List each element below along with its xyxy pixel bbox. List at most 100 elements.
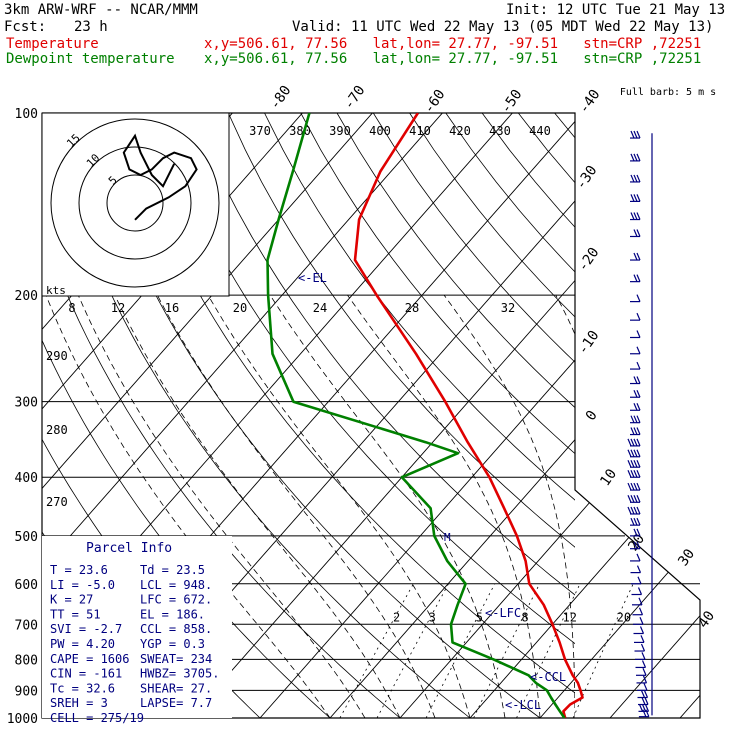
isotherm-label: 30 — [675, 546, 698, 569]
theta-label: 380 — [289, 124, 311, 138]
wind-barb-flag — [633, 274, 638, 282]
wind-barb-flag — [633, 153, 638, 162]
theta-side-label: 290 — [46, 349, 68, 363]
wind-barb-flag — [640, 635, 645, 643]
dry-adiabat — [591, 113, 740, 718]
isotherm — [42, 113, 455, 718]
dry-adiabat — [627, 113, 740, 718]
wind-barb-flag — [630, 459, 635, 468]
mixing-ratio-line — [425, 583, 496, 718]
wind-barb-flag — [636, 312, 641, 321]
wind-barb-flag — [636, 212, 641, 220]
wind-barb-flag — [636, 403, 641, 411]
wind-barb-flag — [639, 617, 644, 625]
wind-barb-flag — [636, 194, 641, 202]
forecast-label: Fcst: — [4, 19, 47, 35]
hodograph-units: kts — [46, 284, 66, 297]
isotherm — [259, 113, 700, 718]
wind-barb-flag — [641, 652, 646, 660]
wind-barb-flag — [639, 626, 645, 634]
legend-dewpoint-location: x,y=506.61, 77.56 lat,lon= 27.77, -97.51… — [204, 51, 702, 67]
isotherm-label: -50 — [498, 87, 526, 117]
wind-barb-flag — [630, 470, 635, 478]
wind-barb-flag — [633, 212, 638, 220]
wind-barb-flag — [633, 495, 638, 503]
temp-axis-label: 12 — [111, 301, 125, 315]
wind-barb-flag — [636, 174, 641, 183]
parcel-info-right: LCL = 948. — [140, 578, 212, 592]
parcel-info-left: LI = -5.0 — [50, 578, 115, 592]
theta-label: 410 — [409, 124, 431, 138]
wind-barb-flag — [633, 194, 638, 202]
hodograph-trace — [122, 133, 198, 221]
parcel-info-right: HWBZ= 3705. — [140, 667, 219, 681]
parcel-info-left: T = 23.6 — [50, 563, 108, 577]
isotherm — [539, 113, 700, 718]
parcel-info-right: LFC = 672. — [140, 593, 212, 607]
wind-barb-flag — [636, 330, 641, 338]
wind-barb-flag — [633, 415, 638, 423]
temp-axis-label: 28 — [405, 301, 419, 315]
temp-axis-label: 16 — [165, 301, 179, 315]
wind-barb-flag — [636, 565, 642, 573]
parcel-info-left: PW = 4.20 — [50, 637, 115, 651]
dry-adiabat — [372, 113, 575, 363]
wind-barb-flag — [627, 438, 632, 447]
wind-barb-flag — [636, 459, 641, 468]
wind-barb-flag — [640, 690, 646, 698]
theta-label: 390 — [329, 124, 351, 138]
wind-barb-flag — [630, 153, 635, 162]
theta-label: 430 — [489, 124, 511, 138]
isotherm-label: 0 — [583, 408, 601, 424]
moist-adiabat — [269, 294, 506, 718]
wind-barb-flag — [637, 576, 642, 585]
theta-label: 420 — [449, 124, 471, 138]
theta-label: 370 — [249, 124, 271, 138]
wind-barb-flag — [630, 438, 635, 447]
wind-barb-flag — [643, 683, 648, 691]
parcel-info-left: K = 27 — [50, 593, 93, 607]
legend-dewpoint: Dewpoint temperature — [6, 51, 175, 67]
wind-barb-flag — [630, 194, 635, 202]
wind-barb-flag — [633, 541, 638, 549]
lcl-annotation: <-LCL — [505, 698, 541, 712]
isotherm-label: -80 — [267, 83, 295, 113]
wind-barb-flag — [633, 229, 638, 237]
wind-barb-flag — [644, 697, 649, 705]
wind-barb-flag — [636, 294, 641, 302]
hodograph-box — [41, 112, 230, 297]
wind-barb-flag — [636, 229, 641, 237]
wind-barb-flag — [642, 668, 647, 676]
wind-barb-flag — [630, 415, 635, 423]
wind-barb-flag — [636, 438, 641, 447]
dry-adiabat — [82, 113, 541, 718]
isotherm-label: -30 — [573, 163, 601, 193]
mixing-ratio-label: 20 — [617, 610, 631, 624]
isotherm-label: 40 — [695, 608, 718, 631]
wind-barb-flag — [633, 506, 638, 515]
wind-barb-flag — [630, 427, 635, 435]
moist-adiabat — [443, 294, 575, 718]
theta-side-label: 280 — [46, 423, 68, 437]
wind-barb-flag — [627, 459, 632, 468]
parcel-info-right: Td = 23.5 — [140, 563, 205, 577]
moist-adiabat — [680, 295, 740, 718]
wind-barb-flag — [633, 252, 638, 261]
wind-axis-label: Full barb: 5 m s — [620, 87, 716, 98]
wind-barb-flag — [633, 470, 638, 478]
wind-barb-flag — [636, 517, 641, 526]
wind-barb-flag — [633, 130, 638, 139]
hodograph-ring — [106, 174, 164, 232]
pressure-tick-label: 200 — [15, 289, 38, 304]
parcel-info-right: EL = 186. — [140, 607, 205, 621]
wind-barb-flag — [636, 482, 641, 491]
wind-barb-flag — [627, 482, 632, 491]
wind-barb-flag — [630, 449, 635, 457]
wind-barb-flag — [644, 704, 650, 712]
isotherm-label: -10 — [575, 328, 603, 358]
theta-side-label: 270 — [46, 495, 68, 509]
init-time: Init: 12 UTC Tue 21 May 13 — [506, 2, 726, 18]
isotherm — [329, 113, 700, 718]
parcel-info-left: SREH = 3 — [50, 696, 108, 710]
pressure-tick-label: 400 — [15, 471, 38, 486]
